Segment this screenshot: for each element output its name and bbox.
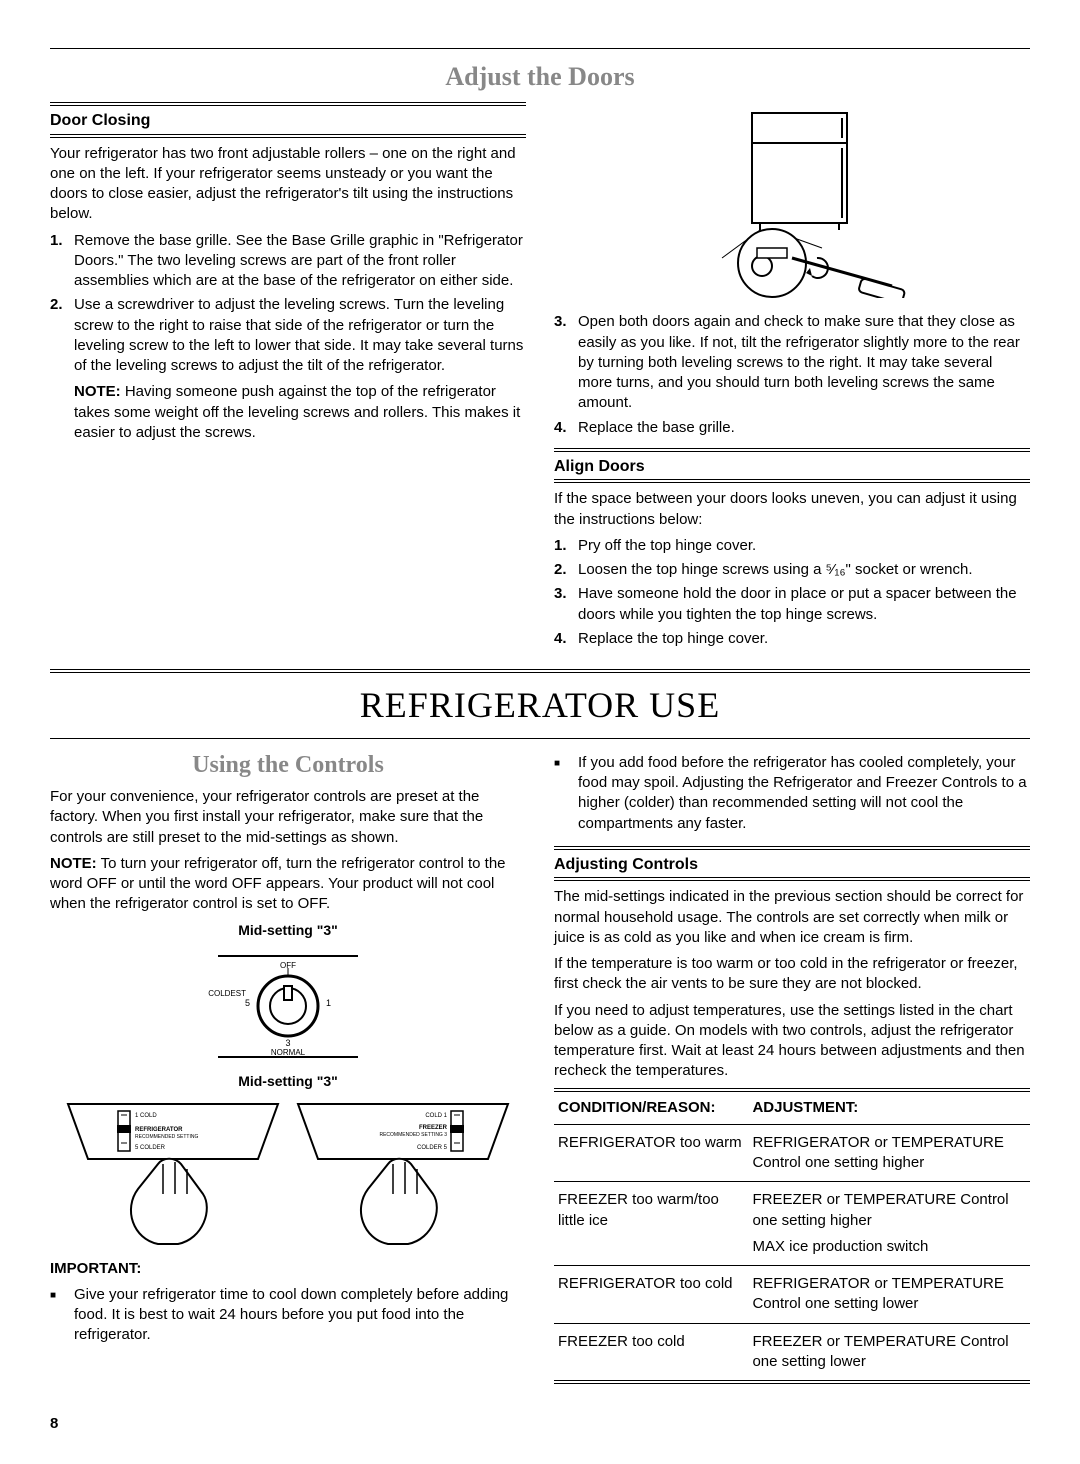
mid-setting-label-2: Mid-setting "3" bbox=[50, 1072, 526, 1091]
mid-setting-label-1: Mid-setting "3" bbox=[50, 921, 526, 940]
dial-normal: NORMAL bbox=[271, 1048, 306, 1057]
table-row: FREEZER too warm/too little ice FREEZER … bbox=[554, 1182, 1030, 1266]
door-closing-steps-3-4: Open both doors again and check to make … bbox=[554, 312, 1030, 438]
adjust-doors-columns: Door Closing Your refrigerator has two f… bbox=[50, 100, 1030, 655]
important-bullet-2: If you add food before the refrigerator … bbox=[554, 753, 1030, 834]
cell-line: MAX ice production switch bbox=[752, 1237, 1026, 1257]
th-condition: CONDITION/REASON: bbox=[554, 1090, 748, 1125]
slider-figures: 1 COLD REFRIGERATOR RECOMMENDED SETTING … bbox=[50, 1099, 526, 1249]
adjust-doors-left-col: Door Closing Your refrigerator has two f… bbox=[50, 100, 526, 655]
door-closing-steps-1-2: Remove the base grille. See the Base Gri… bbox=[50, 231, 526, 444]
cell: REFRIGERATOR too cold bbox=[554, 1266, 748, 1324]
table-row: REFRIGERATOR too cold REFRIGERATOR or TE… bbox=[554, 1266, 1030, 1324]
align-step-4: Replace the top hinge cover. bbox=[554, 629, 1030, 649]
dial-coldest: COLDEST bbox=[208, 989, 246, 998]
use-left-col: Using the Controls For your convenience,… bbox=[50, 747, 526, 1384]
refrigerator-use-columns: Using the Controls For your convenience,… bbox=[50, 747, 1030, 1384]
adjustment-table: CONDITION/REASON: ADJUSTMENT: REFRIGERAT… bbox=[554, 1088, 1030, 1385]
dial-5: 5 bbox=[245, 998, 250, 1008]
note-text: Having someone push against the top of t… bbox=[74, 383, 520, 441]
svg-text:FREEZER: FREEZER bbox=[419, 1125, 448, 1131]
svg-text:COLDER 5: COLDER 5 bbox=[417, 1145, 448, 1151]
align-step-3: Have someone hold the door in place or p… bbox=[554, 584, 1030, 625]
adjusting-controls-heading: Adjusting Controls bbox=[554, 854, 1030, 876]
th-adjustment: ADJUSTMENT: bbox=[748, 1090, 1030, 1125]
adjusting-p2: If the temperature is too warm or too co… bbox=[554, 954, 1030, 995]
cell: FREEZER or TEMPERATURE Control one setti… bbox=[748, 1323, 1030, 1382]
cell: REFRIGERATOR too warm bbox=[554, 1124, 748, 1182]
rule bbox=[554, 448, 1030, 452]
rule bbox=[554, 877, 1030, 881]
rule bbox=[50, 134, 526, 138]
note-label: NOTE: bbox=[74, 383, 121, 400]
dial-3: 3 bbox=[285, 1038, 290, 1048]
adjust-doors-right-col: Open both doors again and check to make … bbox=[554, 100, 1030, 655]
cell-line: FREEZER or TEMPERATURE Control one setti… bbox=[752, 1190, 1026, 1231]
dial-figure: OFF COLDEST 5 1 3 NORMAL bbox=[50, 948, 526, 1064]
step-4: Replace the base grille. bbox=[554, 418, 1030, 438]
cell: FREEZER too warm/too little ice bbox=[554, 1182, 748, 1266]
door-closing-heading: Door Closing bbox=[50, 110, 526, 132]
svg-text:5 COLDER: 5 COLDER bbox=[135, 1145, 166, 1151]
slider-fig-left: 1 COLD REFRIGERATOR RECOMMENDED SETTING … bbox=[63, 1099, 283, 1249]
slider-fig-right: COLD 1 FREEZER RECOMMENDED SETTING 3 COL… bbox=[293, 1099, 513, 1249]
svg-text:COLD 1: COLD 1 bbox=[425, 1113, 447, 1119]
cell: FREEZER too cold bbox=[554, 1323, 748, 1382]
align-doors-intro: If the space between your doors looks un… bbox=[554, 489, 1030, 530]
svg-text:RECOMMENDED SETTING 3: RECOMMENDED SETTING 3 bbox=[379, 1132, 447, 1138]
top-rule bbox=[50, 48, 1030, 49]
step-3: Open both doors again and check to make … bbox=[554, 312, 1030, 413]
step-2: Use a screwdriver to adjust the leveling… bbox=[50, 295, 526, 443]
step-2-note: NOTE: Having someone push against the to… bbox=[74, 382, 526, 443]
svg-text:REFRIGERATOR: REFRIGERATOR bbox=[135, 1127, 183, 1133]
note-label: NOTE: bbox=[50, 855, 97, 872]
rule bbox=[50, 738, 1030, 739]
cell: FREEZER or TEMPERATURE Control one setti… bbox=[748, 1182, 1030, 1266]
step-1: Remove the base grille. See the Base Gri… bbox=[50, 231, 526, 292]
important-bullet-1: Give your refrigerator time to cool down… bbox=[50, 1285, 526, 1346]
align-doors-heading: Align Doors bbox=[554, 456, 1030, 478]
align-doors-steps: Pry off the top hinge cover. Loosen the … bbox=[554, 536, 1030, 649]
use-right-col: If you add food before the refrigerator … bbox=[554, 747, 1030, 1384]
adjusting-p1: The mid-settings indicated in the previo… bbox=[554, 887, 1030, 948]
table-row: REFRIGERATOR too warm REFRIGERATOR or TE… bbox=[554, 1124, 1030, 1182]
cell: REFRIGERATOR or TEMPERATURE Control one … bbox=[748, 1266, 1030, 1324]
dial-1: 1 bbox=[326, 998, 331, 1008]
leveling-figure bbox=[554, 108, 1030, 304]
important-label: IMPORTANT: bbox=[50, 1259, 526, 1279]
rule bbox=[50, 669, 1030, 673]
adjusting-p3: If you need to adjust temperatures, use … bbox=[554, 1001, 1030, 1082]
refrigerator-use-title: REFRIGERATOR USE bbox=[50, 681, 1030, 730]
step-2-text: Use a screwdriver to adjust the leveling… bbox=[74, 296, 523, 374]
svg-text:1 COLD: 1 COLD bbox=[135, 1113, 157, 1119]
important-bullets-left: Give your refrigerator time to cool down… bbox=[50, 1285, 526, 1346]
door-closing-intro: Your refrigerator has two front adjustab… bbox=[50, 144, 526, 225]
important-bullets-right: If you add food before the refrigerator … bbox=[554, 753, 1030, 834]
rule bbox=[554, 479, 1030, 483]
rule bbox=[554, 846, 1030, 850]
svg-text:RECOMMENDED SETTING: RECOMMENDED SETTING bbox=[135, 1134, 198, 1140]
adjust-doors-title: Adjust the Doors bbox=[50, 59, 1030, 94]
using-controls-intro: For your convenience, your refrigerator … bbox=[50, 787, 526, 848]
using-controls-note: NOTE: To turn your refrigerator off, tur… bbox=[50, 854, 526, 915]
page-number: 8 bbox=[50, 1414, 1030, 1434]
align-step-2: Loosen the top hinge screws using a ⁵⁄₁₆… bbox=[554, 560, 1030, 580]
table-row: FREEZER too cold FREEZER or TEMPERATURE … bbox=[554, 1323, 1030, 1382]
align-step-1: Pry off the top hinge cover. bbox=[554, 536, 1030, 556]
cell: REFRIGERATOR or TEMPERATURE Control one … bbox=[748, 1124, 1030, 1182]
rule bbox=[50, 102, 526, 106]
using-controls-heading: Using the Controls bbox=[50, 749, 526, 781]
note-text: To turn your refrigerator off, turn the … bbox=[50, 855, 506, 913]
